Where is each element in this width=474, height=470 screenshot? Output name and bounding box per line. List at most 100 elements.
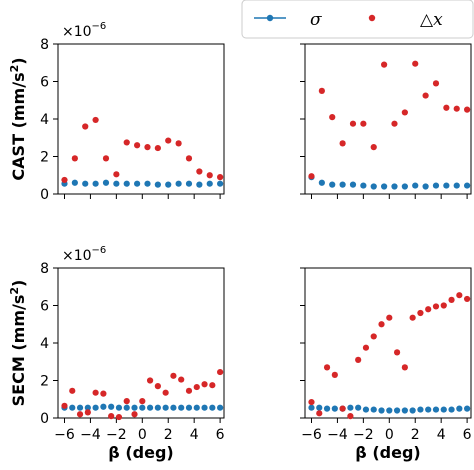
data-point [108, 413, 115, 420]
legend-frame [241, 0, 474, 39]
data-point [432, 406, 440, 413]
data-point [453, 105, 460, 112]
data-point [144, 180, 151, 187]
data-point [464, 295, 471, 303]
data-point [217, 174, 224, 181]
series-dx [308, 292, 471, 420]
data-point [370, 333, 377, 340]
data-point [185, 387, 193, 394]
data-point [206, 180, 213, 187]
x-tick-label: 0 [138, 427, 147, 443]
data-point [362, 406, 370, 413]
data-point [217, 368, 224, 376]
series-sigma [61, 179, 224, 188]
y-tick-label: 4 [40, 336, 49, 352]
data-point [409, 314, 416, 321]
data-point [115, 413, 123, 421]
axes-frame [57, 267, 225, 419]
y-axis-label: SECM (mm/s2) [8, 280, 28, 407]
data-point [370, 406, 377, 413]
data-point [432, 303, 440, 310]
data-point [108, 403, 115, 410]
data-point [381, 61, 388, 68]
y-tick-label: 2 [40, 150, 49, 166]
data-point [456, 292, 463, 299]
data-point [349, 120, 357, 127]
data-point [360, 120, 367, 127]
data-point [440, 406, 447, 413]
data-point [201, 381, 208, 388]
sci-offset-label: ×10−6 [62, 245, 106, 264]
data-point [154, 404, 161, 411]
series-dx [61, 116, 224, 184]
data-point [185, 180, 193, 187]
data-point [71, 179, 78, 186]
data-point [196, 168, 203, 175]
data-point [432, 182, 440, 189]
data-point [425, 306, 432, 313]
data-point [178, 376, 185, 383]
legend-sigma-marker [266, 14, 274, 22]
legend-dx-marker [368, 14, 376, 22]
data-point [193, 383, 200, 391]
x-tick-label: −6 [54, 427, 75, 443]
data-point [316, 410, 323, 417]
data-point [165, 181, 172, 188]
sci-offset-label: ×10−6 [62, 21, 106, 40]
series-sigma [61, 403, 224, 411]
data-point [318, 179, 325, 186]
data-point [355, 404, 362, 411]
data-point [417, 309, 424, 317]
x-tick-label: −6 [301, 427, 322, 443]
data-point [154, 144, 161, 152]
data-point [193, 404, 200, 411]
data-point [113, 180, 120, 187]
x-tick-label: 6 [463, 427, 472, 443]
data-point [464, 182, 471, 189]
data-point [185, 404, 193, 411]
x-axis-label: β (deg) [108, 443, 173, 462]
data-point [139, 404, 146, 411]
y-axis-label: CAST (mm/s2) [8, 57, 28, 180]
data-point [162, 389, 169, 396]
data-point [76, 411, 84, 418]
y-tick-label: 0 [40, 187, 49, 203]
data-point [360, 182, 367, 189]
data-point [339, 140, 346, 147]
data-point [170, 372, 177, 379]
data-point [84, 404, 91, 411]
data-point [409, 407, 416, 414]
data-point [217, 180, 224, 187]
data-point [386, 407, 393, 414]
x-tick-label: 2 [411, 427, 420, 443]
x-tick-label: −2 [353, 427, 374, 443]
data-point [464, 106, 471, 113]
data-point [178, 404, 185, 411]
data-point [331, 371, 338, 378]
data-point [401, 407, 408, 414]
panel-top-left: 0 2 4 6 8 ×10−6 CAST (mm/s2) [8, 21, 225, 203]
data-point [131, 411, 138, 418]
data-point [425, 406, 432, 413]
x-tick-label: 6 [216, 427, 225, 443]
data-point [134, 142, 141, 149]
data-point [316, 404, 323, 411]
axes-frame [304, 267, 472, 419]
data-point [318, 87, 325, 94]
data-point [144, 144, 151, 151]
data-point [329, 181, 336, 188]
data-point [100, 390, 107, 397]
data-point [378, 321, 385, 328]
y-tick-label: 8 [40, 261, 49, 277]
data-point [209, 404, 216, 411]
series-dx [308, 60, 471, 180]
data-point [443, 104, 450, 111]
data-point [146, 377, 154, 384]
data-point [448, 406, 455, 413]
data-point [347, 413, 354, 420]
data-point [391, 120, 398, 127]
data-point [84, 409, 91, 416]
data-point [61, 176, 68, 184]
data-point [370, 144, 377, 151]
